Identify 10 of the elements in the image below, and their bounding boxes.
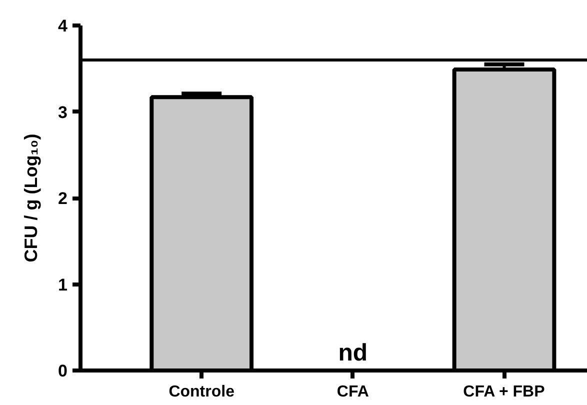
x-tick-label: Controle bbox=[168, 384, 235, 400]
y-axis-title: CFU / g (Log₁₀) bbox=[21, 134, 42, 262]
y-tick-label: 1 bbox=[58, 275, 68, 294]
y-tick-label: 3 bbox=[58, 102, 68, 122]
x-tick-label: CFA bbox=[336, 384, 370, 400]
x-tick-label: CFA + FBP bbox=[463, 384, 546, 400]
y-tick-label: 2 bbox=[58, 189, 68, 208]
annotation: nd bbox=[338, 340, 368, 366]
y-tick-label: 4 bbox=[58, 16, 68, 36]
y-tick-label: 0 bbox=[58, 362, 68, 380]
